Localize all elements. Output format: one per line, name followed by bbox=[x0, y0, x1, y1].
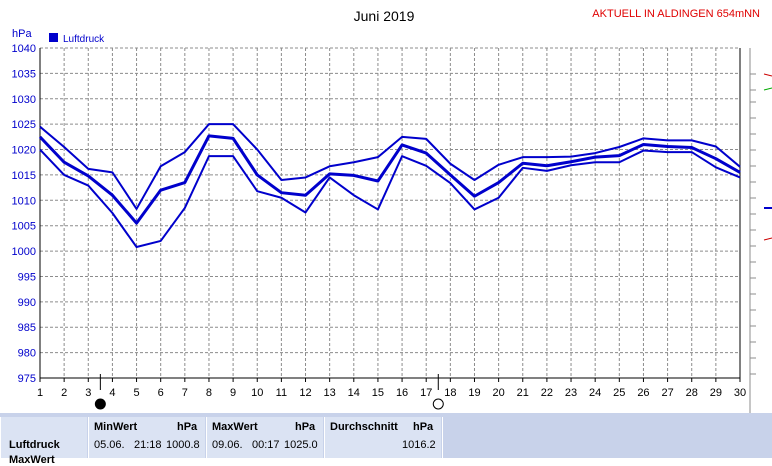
stats-panel: Luftdruck MaxWert MinWert hPa 05.06. 21:… bbox=[0, 413, 772, 466]
x-tick-label: 6 bbox=[158, 387, 164, 399]
legend-label: Luftdruck bbox=[63, 34, 105, 45]
x-tick-label: 9 bbox=[230, 387, 236, 399]
x-tick-label: 28 bbox=[686, 387, 698, 399]
x-tick-label: 4 bbox=[109, 387, 115, 399]
x-tick-label: 25 bbox=[613, 387, 625, 399]
y-tick-label: 1035 bbox=[12, 68, 36, 80]
y-axis-unit: hPa bbox=[12, 28, 32, 40]
station-label: AKTUELL IN ALDINGEN 654mNN bbox=[592, 8, 760, 20]
full-moon-icon bbox=[432, 398, 444, 410]
y-tick-label: 985 bbox=[18, 322, 36, 334]
y-tick-label: 1015 bbox=[12, 170, 36, 182]
y-tick-label: 1010 bbox=[12, 195, 36, 207]
new-moon-icon bbox=[94, 398, 106, 410]
avg-unit: hPa bbox=[413, 421, 434, 433]
min-date: 05.06. bbox=[94, 439, 125, 451]
x-tick-label: 11 bbox=[276, 387, 287, 399]
moon-sun-markers bbox=[94, 374, 444, 410]
x-tick-label: 17 bbox=[420, 387, 432, 399]
right-indicator-green bbox=[763, 87, 772, 91]
chart-title: Juni 2019 bbox=[354, 8, 415, 24]
y-tick-label: 1000 bbox=[12, 246, 36, 258]
stats-max-cell: MaxWert hPa 09.06. 00:17 1025.0 bbox=[206, 417, 323, 458]
right-indicator-red-2 bbox=[763, 237, 772, 241]
y-tick-label: 1020 bbox=[12, 145, 36, 157]
chart-grid bbox=[39, 47, 741, 379]
x-tick-label: 13 bbox=[324, 387, 336, 399]
series-line-max bbox=[39, 123, 741, 210]
y-tick-label: 1030 bbox=[12, 94, 36, 106]
max-date: 09.06. bbox=[212, 439, 243, 451]
x-tick-label: 2 bbox=[61, 387, 67, 399]
x-tick-label: 1 bbox=[37, 387, 43, 399]
y-tick-label: 1040 bbox=[12, 43, 36, 55]
x-tick-label: 16 bbox=[396, 387, 408, 399]
x-tick-label: 19 bbox=[468, 387, 480, 399]
stats-avg-cell: Durchschnitt hPa 1016.2 bbox=[324, 417, 441, 458]
y-tick-label: 980 bbox=[18, 348, 36, 360]
right-edge-indicators bbox=[749, 48, 772, 413]
min-unit: hPa bbox=[177, 421, 198, 433]
x-tick-label: 26 bbox=[637, 387, 649, 399]
max-value: 1025.0 bbox=[284, 439, 318, 451]
pressure-chart: Juni 2019 AKTUELL IN ALDINGEN 654mNN hPa… bbox=[12, 8, 772, 413]
x-tick-label: 24 bbox=[589, 387, 601, 399]
x-tick-label: 15 bbox=[372, 387, 384, 399]
min-time: 21:18 bbox=[134, 439, 162, 451]
x-tick-label: 14 bbox=[348, 387, 360, 399]
x-tick-label: 12 bbox=[299, 387, 311, 399]
x-tick-label: 7 bbox=[182, 387, 188, 399]
stats-row-label-cut: MaxWert bbox=[9, 454, 55, 466]
x-axis-ticks: 1 2 3 4 5 6 7 8 9 10 11 12 13 14 15 16 17 18 19 20 21 22 23 24 2… bbox=[37, 378, 746, 399]
y-tick-label: 1005 bbox=[12, 221, 36, 233]
x-tick-label: 29 bbox=[710, 387, 722, 399]
x-tick-label: 30 bbox=[734, 387, 746, 399]
x-tick-label: 27 bbox=[661, 387, 673, 399]
y-axis-ticks: 975 980 985 990 995 1000 1005 1010 1015 1020 1025 1… bbox=[12, 43, 36, 385]
x-tick-label: 3 bbox=[85, 387, 91, 399]
stats-min-cell: MinWert hPa 05.06. 21:18 1000.8 bbox=[88, 417, 205, 458]
x-tick-label: 10 bbox=[251, 387, 263, 399]
min-value: 1000.8 bbox=[166, 439, 200, 451]
y-tick-label: 975 bbox=[18, 373, 36, 385]
legend-swatch bbox=[49, 33, 58, 42]
x-tick-label: 20 bbox=[492, 387, 504, 399]
x-tick-label: 22 bbox=[541, 387, 553, 399]
avg-header: Durchschnitt bbox=[330, 421, 398, 433]
y-tick-label: 995 bbox=[18, 271, 36, 283]
x-tick-label: 23 bbox=[565, 387, 577, 399]
x-tick-label: 5 bbox=[133, 387, 139, 399]
stats-row-label: Luftdruck bbox=[9, 439, 60, 451]
y-tick-label: 1025 bbox=[12, 119, 36, 131]
x-tick-label: 21 bbox=[517, 387, 529, 399]
max-header: MaxWert bbox=[212, 421, 258, 433]
stats-empty-cell bbox=[442, 417, 772, 458]
max-unit: hPa bbox=[295, 421, 316, 433]
y-tick-label: 990 bbox=[18, 297, 36, 309]
avg-value: 1016.2 bbox=[402, 439, 436, 451]
x-tick-label: 8 bbox=[206, 387, 212, 399]
right-indicator-red bbox=[763, 73, 772, 77]
series-lines bbox=[38, 123, 741, 249]
max-time: 00:17 bbox=[252, 439, 280, 451]
x-tick-label: 18 bbox=[444, 387, 456, 399]
stats-row-label-cell: Luftdruck MaxWert bbox=[0, 417, 87, 466]
min-header: MinWert bbox=[94, 421, 138, 433]
series-line-mean bbox=[38, 134, 741, 225]
series-line-min bbox=[39, 148, 741, 249]
